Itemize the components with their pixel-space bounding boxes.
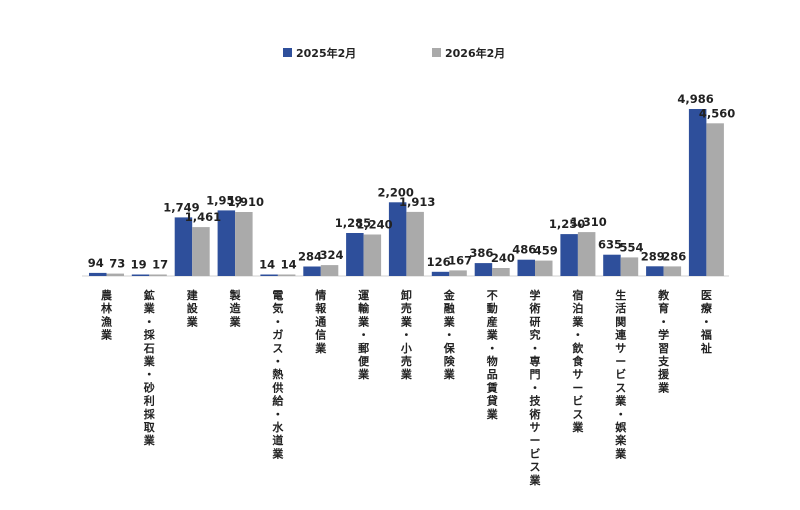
value-label-agriculture-2025: 94 bbox=[88, 256, 104, 270]
bar-education-2025 bbox=[646, 266, 664, 276]
bar-utilities-2025 bbox=[260, 274, 278, 276]
bar-transport-2026 bbox=[363, 234, 382, 276]
bar-mining-2025 bbox=[131, 274, 150, 276]
bar-lifestyle-services-2026 bbox=[620, 257, 639, 276]
value-label-ict-2026: 324 bbox=[319, 248, 343, 262]
category-label-education: 教育・学習支援業 bbox=[657, 288, 670, 394]
legend-label-2026: 2026年2月 bbox=[445, 46, 505, 60]
bar-lifestyle-services-2025 bbox=[603, 254, 621, 276]
value-label-utilities-2026: 14 bbox=[281, 258, 297, 272]
legend-swatch-2026 bbox=[432, 48, 441, 57]
value-label-construction-2025: 1,749 bbox=[163, 200, 199, 214]
bar-construction-2025 bbox=[174, 217, 193, 276]
bar-transport-2025 bbox=[346, 233, 364, 276]
value-label-real-estate-2025: 386 bbox=[469, 246, 493, 260]
bar-construction-2026 bbox=[192, 227, 210, 276]
bar-ict-2025 bbox=[303, 266, 321, 276]
bar-wholesale-retail-2025 bbox=[388, 202, 407, 276]
value-label-mining-2026: 17 bbox=[152, 258, 168, 272]
value-label-lifestyle-services-2025: 635 bbox=[598, 238, 622, 252]
category-label-finance: 金融業・保険業 bbox=[443, 288, 456, 381]
bar-utilities-2026 bbox=[277, 274, 296, 276]
value-label-agriculture-2026: 73 bbox=[109, 257, 125, 271]
bar-mining-2026 bbox=[149, 274, 167, 276]
value-label-finance-2025: 126 bbox=[427, 255, 451, 269]
value-label-wholesale-retail-2026: 1,913 bbox=[399, 195, 435, 209]
value-label-healthcare-2025: 4,986 bbox=[677, 92, 713, 106]
bar-healthcare-2026 bbox=[706, 123, 724, 276]
bar-hospitality-2026 bbox=[577, 232, 596, 276]
category-label-ict: 情報通信業 bbox=[314, 288, 327, 355]
bar-healthcare-2025 bbox=[688, 109, 707, 276]
category-label-mining: 鉱業・採石業・砂利採取業 bbox=[143, 288, 156, 447]
value-label-wholesale-retail-2025: 2,200 bbox=[378, 185, 414, 199]
category-label-lifestyle-services: 生活関連サービス業・娯楽業 bbox=[614, 288, 627, 460]
value-label-ict-2025: 284 bbox=[298, 250, 322, 264]
value-label-finance-2026: 167 bbox=[448, 253, 472, 267]
bar-wholesale-retail-2026 bbox=[406, 211, 424, 276]
value-label-construction-2026: 1,461 bbox=[185, 210, 221, 224]
bar-professional-2025 bbox=[517, 259, 535, 276]
category-label-wholesale-retail: 卸売業・小売業 bbox=[400, 288, 413, 381]
category-label-professional: 学術研究・専門・技術サービス業 bbox=[529, 288, 542, 487]
bar-real-estate-2025 bbox=[474, 263, 493, 276]
category-label-construction: 建設業 bbox=[186, 288, 199, 328]
value-label-healthcare-2026: 4,560 bbox=[699, 106, 735, 120]
legend-swatch-2025 bbox=[283, 48, 292, 57]
value-label-transport-2025: 1,285 bbox=[335, 216, 371, 230]
value-label-hospitality-2025: 1,250 bbox=[549, 217, 585, 231]
bar-real-estate-2026 bbox=[492, 268, 510, 276]
category-label-utilities: 電気・ガス・熱供給・水道業 bbox=[271, 289, 284, 460]
value-label-professional-2026: 459 bbox=[534, 244, 558, 258]
value-label-transport-2026: 1,240 bbox=[356, 218, 392, 232]
bar-finance-2025 bbox=[431, 271, 450, 276]
bar-education-2026 bbox=[663, 266, 682, 276]
bar-professional-2026 bbox=[535, 260, 553, 276]
value-label-manufacturing-2026: 1,910 bbox=[228, 195, 264, 209]
legend-label-2025: 2025年2月 bbox=[296, 46, 356, 60]
category-label-healthcare: 医療・福祉 bbox=[700, 289, 713, 355]
value-label-education-2025: 289 bbox=[641, 249, 665, 263]
value-label-mining-2025: 19 bbox=[131, 258, 147, 272]
value-label-education-2026: 286 bbox=[662, 249, 686, 263]
value-label-professional-2025: 486 bbox=[512, 243, 536, 257]
legend: 2025年2月 2026年2月 bbox=[283, 46, 505, 60]
category-label-manufacturing: 製造業 bbox=[229, 288, 242, 328]
value-label-hospitality-2026: 1,310 bbox=[570, 215, 606, 229]
category-label-agriculture: 農林漁業 bbox=[100, 288, 113, 342]
value-label-manufacturing-2025: 1,959 bbox=[206, 193, 242, 207]
bar-ict-2026 bbox=[320, 265, 339, 276]
bar-agriculture-2026 bbox=[106, 273, 124, 276]
bar-hospitality-2025 bbox=[560, 234, 578, 276]
bar-manufacturing-2026 bbox=[235, 212, 253, 276]
value-label-real-estate-2026: 240 bbox=[491, 251, 515, 265]
category-label-transport: 運輸業・郵便業 bbox=[357, 289, 370, 381]
category-label-hospitality: 宿泊業・飲食サービス業 bbox=[571, 288, 584, 434]
bar-finance-2026 bbox=[449, 270, 467, 276]
bars bbox=[89, 109, 724, 276]
value-label-lifestyle-services-2026: 554 bbox=[619, 240, 643, 254]
bar-manufacturing-2025 bbox=[217, 210, 236, 276]
category-labels: 農林漁業 鉱業・採石業・砂利採取業 建設業 製造業 電気・ガス・熱供給・水道業 情報通信業… bbox=[100, 288, 713, 487]
category-label-real-estate: 不動産業・物品賃貸業 bbox=[486, 289, 499, 421]
value-label-utilities-2025: 14 bbox=[259, 258, 275, 272]
bar-agriculture-2025 bbox=[89, 272, 107, 276]
